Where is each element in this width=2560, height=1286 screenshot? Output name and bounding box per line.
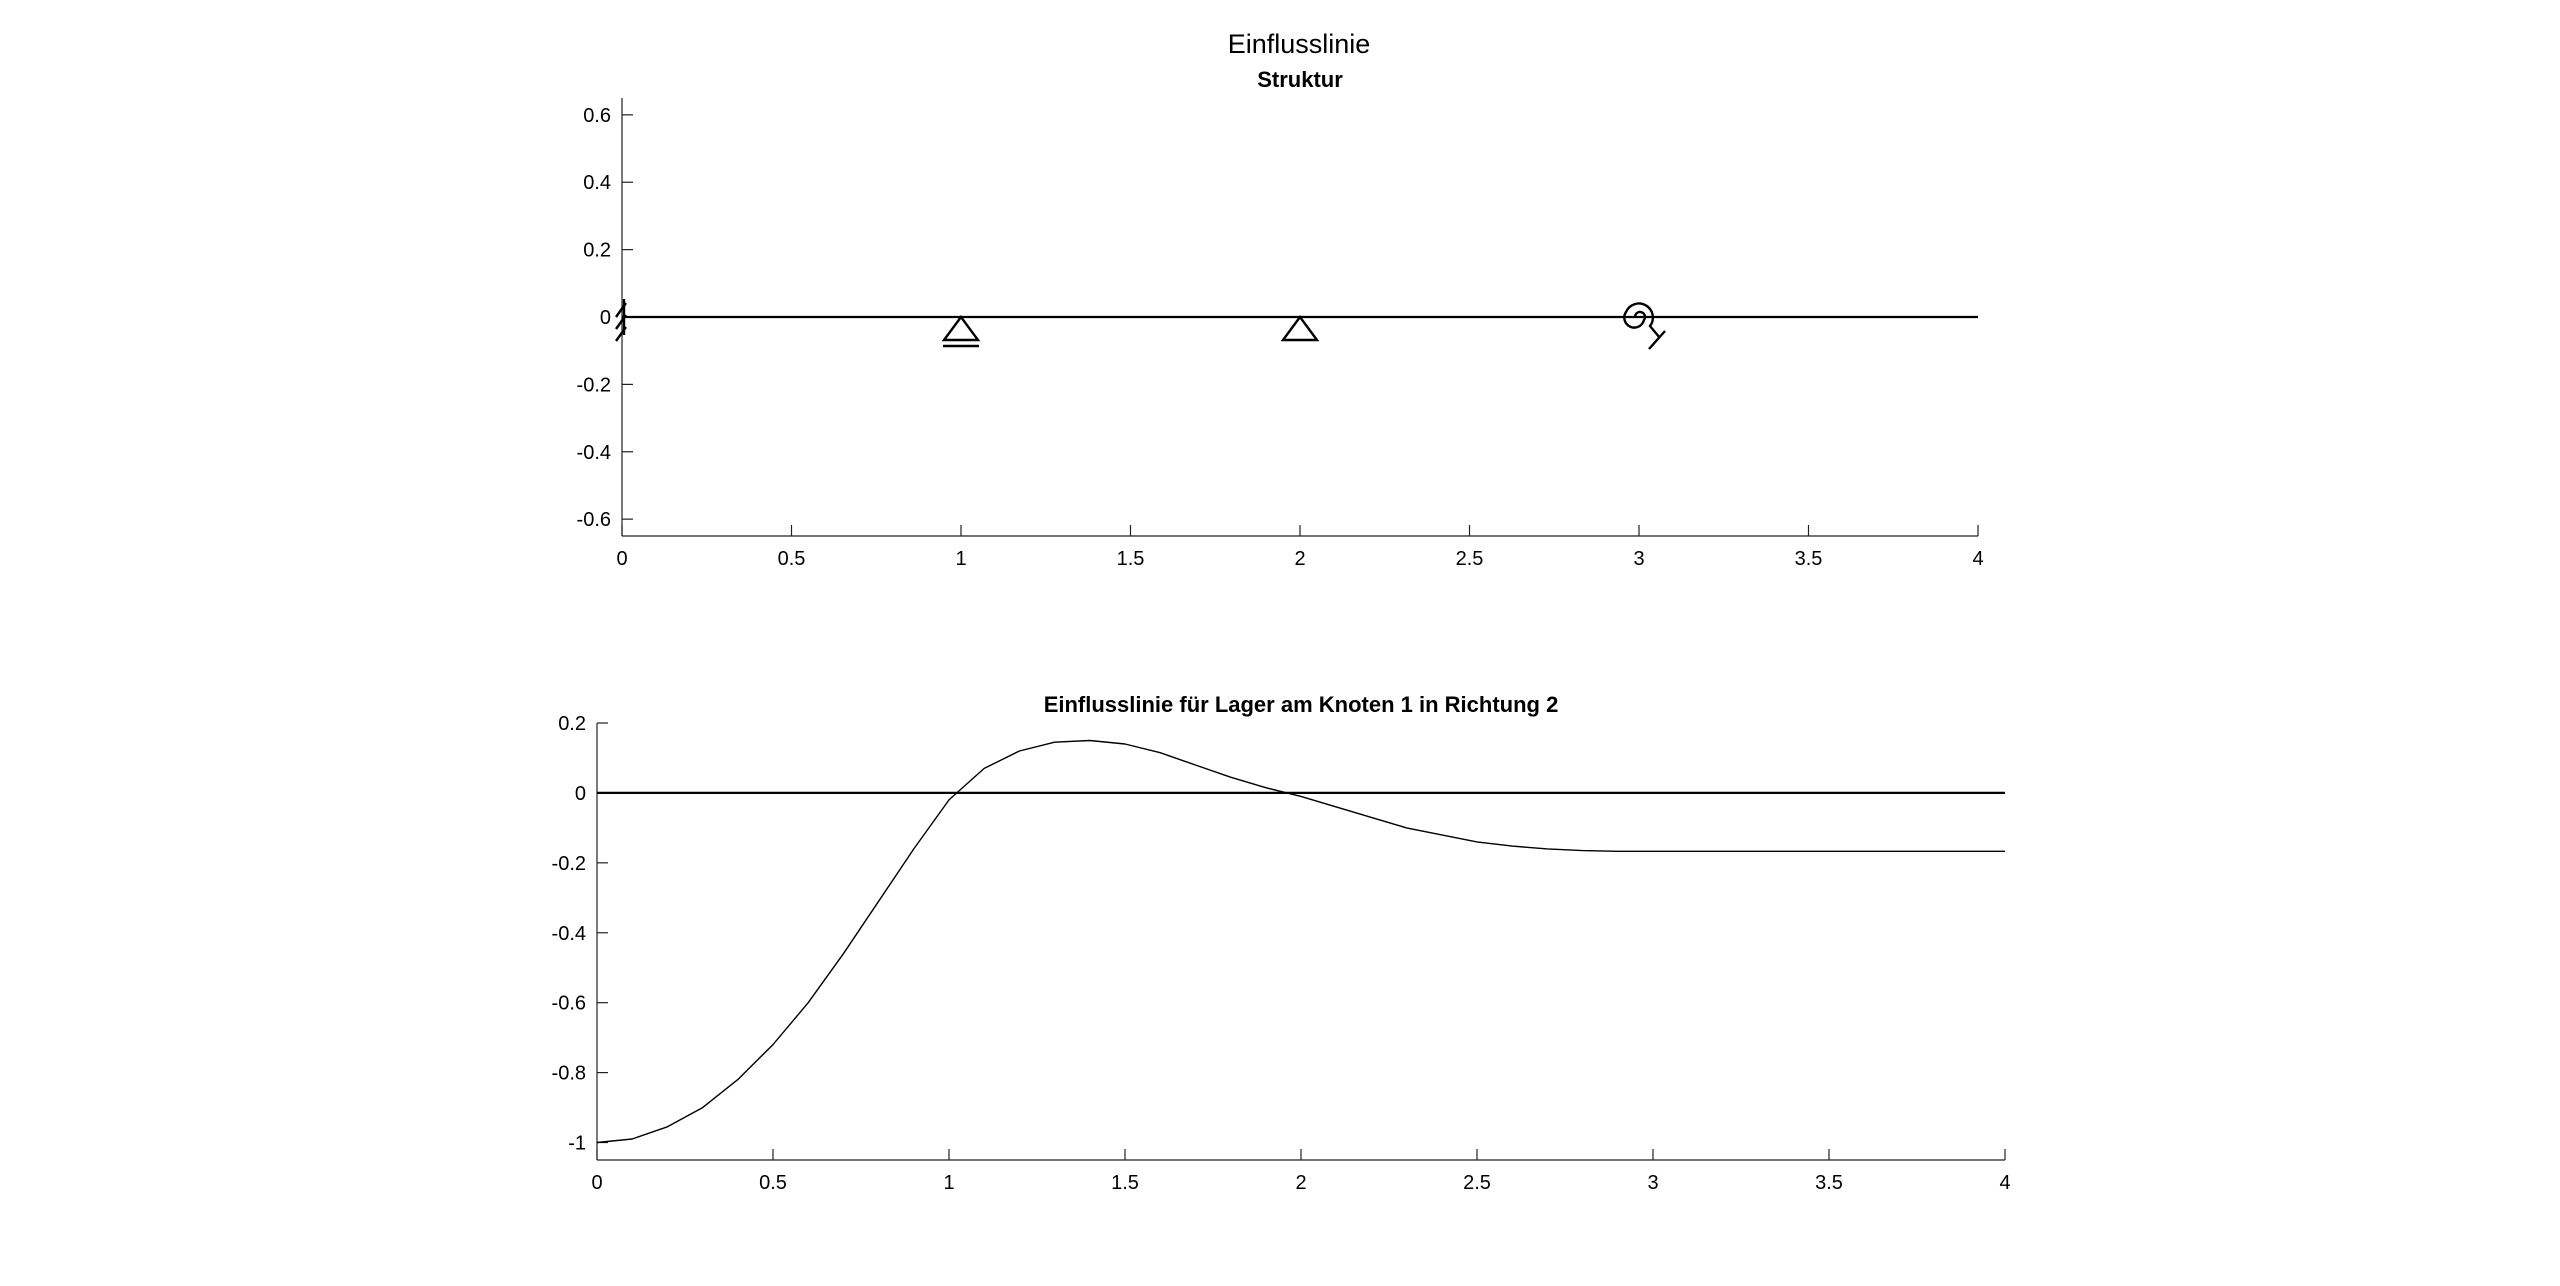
y-tick-label: 0 [600, 307, 611, 329]
y-tick-label: 0.2 [558, 713, 586, 735]
series-line-0 [596, 739, 2005, 1144]
x-tick-label: 2 [1294, 548, 1305, 570]
x-tick-label: 3.5 [1795, 548, 1823, 570]
x-tick-label: 4 [1999, 1172, 2010, 1194]
roller-support-icon [941, 314, 981, 348]
figure-title: Einflusslinie [1228, 29, 1371, 59]
x-tick-label: 3.5 [1815, 1172, 1843, 1194]
y-tick-label: 0.2 [583, 240, 611, 262]
x-tick-label: 2 [1295, 1172, 1306, 1194]
support-triangle [941, 314, 981, 342]
x-tick-label: 1.5 [1111, 1172, 1139, 1194]
x-tick-label: 0.5 [778, 548, 806, 570]
y-tick-label: -0.4 [552, 923, 586, 945]
y-tick-label: -0.4 [577, 442, 611, 464]
y-tick-label: 0.6 [583, 105, 611, 127]
plot-title: Struktur [1257, 67, 1343, 92]
y-tick-label: -0.8 [552, 1063, 586, 1085]
y-tick-label: -0.2 [552, 853, 586, 875]
y-tick-label: -0.2 [577, 374, 611, 396]
x-tick-label: 1 [943, 1172, 954, 1194]
x-tick-label: 1.5 [1117, 548, 1145, 570]
x-tick-label: 1 [955, 548, 966, 570]
x-tick-label: 2.5 [1456, 548, 1484, 570]
spring-ground [1648, 330, 1666, 350]
plot-title: Einflusslinie für Lager am Knoten 1 in R… [1044, 692, 1559, 717]
rotational-spring-icon [1623, 302, 1666, 350]
support-triangle [1280, 314, 1320, 342]
hatch-line [615, 326, 627, 342]
x-tick-label: 0 [616, 548, 627, 570]
x-tick-label: 4 [1972, 548, 1983, 570]
x-tick-label: 3 [1647, 1172, 1658, 1194]
y-tick-label: -0.6 [577, 509, 611, 531]
spring-coil [1623, 302, 1661, 339]
hatch-line [615, 314, 627, 330]
y-tick-label: -0.6 [552, 993, 586, 1015]
influence-line-plot: Einflusslinie für Lager am Knoten 1 in R… [552, 692, 2011, 1194]
structure-plot: Struktur 0 0.5 1 1.5 2 2.5 3 3.5 4 0.6 0.4 0.2 0 -0.2 -… [577, 67, 1984, 570]
pinned-support-icon [1280, 314, 1320, 342]
y-tick-label: -1 [568, 1133, 586, 1155]
x-tick-label: 2.5 [1463, 1172, 1491, 1194]
y-tick-label: 0.4 [583, 172, 611, 194]
x-tick-label: 0 [591, 1172, 602, 1194]
x-tick-label: 3 [1633, 548, 1644, 570]
fixed-support-icon [615, 299, 627, 342]
hatch-line [615, 302, 627, 318]
y-tick-label: 0 [575, 783, 586, 805]
x-tick-label: 0.5 [759, 1172, 787, 1194]
